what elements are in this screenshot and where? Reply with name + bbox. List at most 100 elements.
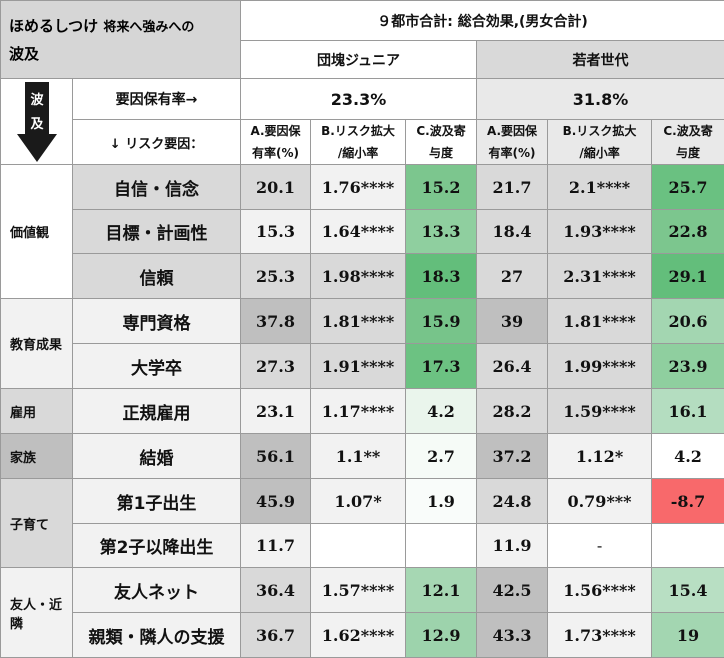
cell-young-a: 28.2	[476, 388, 549, 434]
cell-dankai-b: 1.1**	[310, 433, 407, 479]
cell-dankai-c: 1.9	[405, 478, 478, 524]
cell-young-a: 21.7	[476, 164, 549, 210]
cell-dankai-c: 12.9	[405, 612, 478, 658]
category-values: 価値観	[0, 164, 73, 299]
cell-young-c	[651, 523, 724, 568]
cell-young-c: 25.7	[651, 164, 724, 210]
arrow-char-2: 及	[30, 117, 44, 132]
retention-label: 要因保有率→	[71, 78, 242, 120]
row-label: 第1子出生	[71, 478, 242, 524]
cell-young-c: 16.1	[651, 388, 724, 434]
col-c-header: C.波及寄 与度	[405, 119, 478, 165]
cell-dankai-c	[405, 523, 478, 568]
row-label: 友人ネット	[71, 567, 242, 613]
cell-dankai-a: 36.4	[240, 567, 312, 613]
col-a-header: A.要因保 有率(%)	[240, 119, 312, 165]
cell-dankai-a: 25.3	[240, 253, 312, 299]
cell-young-a: 42.5	[476, 567, 549, 613]
cell-dankai-c: 17.3	[405, 343, 478, 389]
ripple-arrow: 波 及	[0, 78, 73, 165]
cell-young-c: 20.6	[651, 298, 724, 344]
cell-dankai-c: 15.2	[405, 164, 478, 210]
cell-young-a: 39	[476, 298, 549, 344]
down-arrow-icon: 波 及	[16, 81, 57, 162]
cell-dankai-b: 1.57****	[310, 567, 407, 613]
cell-young-c: -8.7	[651, 478, 724, 524]
group-dankai-junior: 団塊ジュニア	[240, 40, 478, 79]
category-employment: 雇用	[0, 388, 73, 434]
cell-dankai-a: 20.1	[240, 164, 312, 210]
cell-dankai-c: 18.3	[405, 253, 478, 299]
table-title: ほめるしつけ 将来へ強みへの 波及	[0, 0, 242, 79]
row-label: 信頼	[71, 253, 242, 299]
title-small: 将来へ強みへの	[103, 19, 195, 35]
cell-dankai-c: 2.7	[405, 433, 478, 479]
cell-young-a: 37.2	[476, 433, 549, 479]
cell-dankai-b: 1.98****	[310, 253, 407, 299]
cell-dankai-c: 13.3	[405, 209, 478, 254]
category-friends-neighbors: 友人・近隣	[0, 567, 73, 658]
cell-dankai-b: 1.91****	[310, 343, 407, 389]
cell-dankai-a: 23.1	[240, 388, 312, 434]
row-label: 専門資格	[71, 298, 242, 344]
cell-dankai-a: 11.7	[240, 523, 312, 568]
cell-young-b: 1.81****	[547, 298, 653, 344]
col-a-header-young: A.要因保 有率(%)	[476, 119, 549, 165]
row-label: 第2子以降出生	[71, 523, 242, 568]
cell-dankai-a: 45.9	[240, 478, 312, 524]
header-total: ９都市合計: 総合効果,(男女合計)	[240, 0, 724, 41]
cell-dankai-a: 15.3	[240, 209, 312, 254]
cell-dankai-b: 1.76****	[310, 164, 407, 210]
category-family: 家族	[0, 433, 73, 479]
cell-dankai-c: 4.2	[405, 388, 478, 434]
cell-young-c: 4.2	[651, 433, 724, 479]
cell-young-c: 19	[651, 612, 724, 658]
cell-young-b: 1.59****	[547, 388, 653, 434]
cell-dankai-b: 1.07*	[310, 478, 407, 524]
cell-young-a: 43.3	[476, 612, 549, 658]
title-line2: 波及	[9, 44, 40, 63]
row-label: 親類・隣人の支援	[71, 612, 242, 658]
cell-young-b: 1.56****	[547, 567, 653, 613]
cell-young-a: 27	[476, 253, 549, 299]
row-label: 自信・信念	[71, 164, 242, 210]
cell-dankai-b: 1.64****	[310, 209, 407, 254]
row-label: 結婚	[71, 433, 242, 479]
category-childrearing: 子育て	[0, 478, 73, 568]
cell-young-c: 15.4	[651, 567, 724, 613]
row-label: 目標・計画性	[71, 209, 242, 254]
retention-value-dankai: 23.3%	[240, 78, 478, 120]
cell-young-b: 1.99****	[547, 343, 653, 389]
cell-young-b: 1.12*	[547, 433, 653, 479]
col-c-header-young: C.波及寄 与度	[651, 119, 724, 165]
cell-young-c: 23.9	[651, 343, 724, 389]
cell-young-b: 1.73****	[547, 612, 653, 658]
title-main: ほめるしつけ	[9, 16, 99, 35]
row-label: 大学卒	[71, 343, 242, 389]
cell-young-a: 24.8	[476, 478, 549, 524]
cell-young-b: 0.79***	[547, 478, 653, 524]
cell-dankai-a: 36.7	[240, 612, 312, 658]
group-young-generation: 若者世代	[476, 40, 724, 79]
cell-young-a: 26.4	[476, 343, 549, 389]
cell-young-a: 11.9	[476, 523, 549, 568]
cell-young-a: 18.4	[476, 209, 549, 254]
cell-young-b: 2.1****	[547, 164, 653, 210]
row-label: 正規雇用	[71, 388, 242, 434]
cell-dankai-a: 37.8	[240, 298, 312, 344]
cell-young-b: -	[547, 523, 653, 568]
cell-dankai-b: 1.62****	[310, 612, 407, 658]
cell-young-c: 29.1	[651, 253, 724, 299]
cell-dankai-a: 27.3	[240, 343, 312, 389]
cell-dankai-c: 12.1	[405, 567, 478, 613]
cell-young-b: 1.93****	[547, 209, 653, 254]
category-education: 教育成果	[0, 298, 73, 389]
arrow-char-1: 波	[30, 92, 44, 108]
risk-factor-label: ↓ リスク要因：	[71, 119, 242, 165]
cell-dankai-a: 56.1	[240, 433, 312, 479]
cell-young-b: 2.31****	[547, 253, 653, 299]
col-b-header-young: B.リスク拡大/縮小率	[547, 119, 653, 165]
cell-young-c: 22.8	[651, 209, 724, 254]
retention-value-young: 31.8%	[476, 78, 724, 120]
